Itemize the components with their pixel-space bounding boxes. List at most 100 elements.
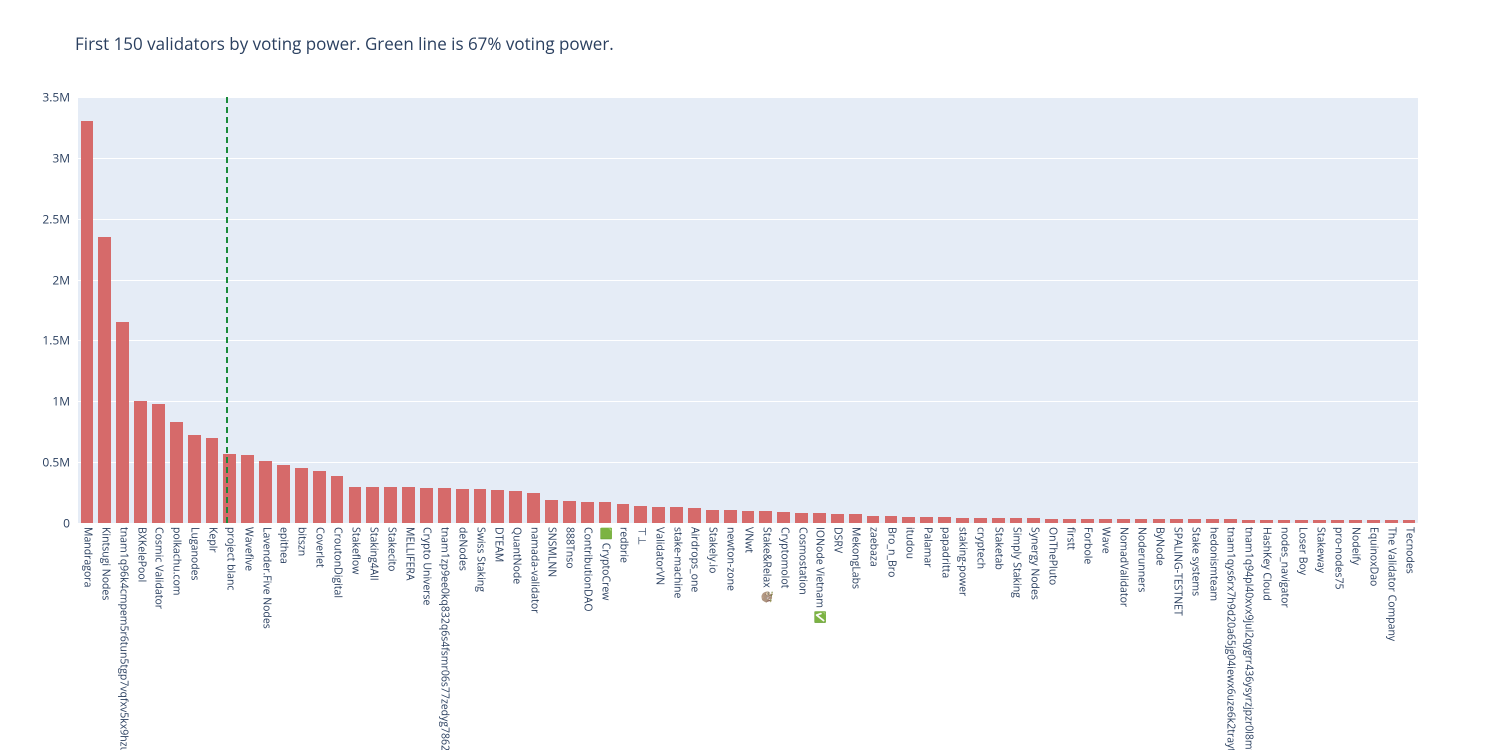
bar[interactable]: [259, 461, 272, 523]
y-tick-label: 3.5M: [42, 89, 70, 106]
x-tick-label: papadritta: [939, 527, 950, 578]
bar[interactable]: [688, 508, 701, 523]
bar[interactable]: [759, 511, 772, 523]
bar[interactable]: [581, 502, 594, 523]
bar[interactable]: [634, 506, 647, 523]
bar[interactable]: [366, 487, 379, 524]
bar[interactable]: [724, 510, 737, 523]
x-tick-label: SNSMLNN: [546, 527, 557, 577]
x-tick-label: cryptech: [975, 527, 986, 569]
bar[interactable]: [545, 500, 558, 523]
bar[interactable]: [277, 465, 290, 523]
x-tick-label: EquinoxDao: [1368, 527, 1379, 586]
gridline: [78, 158, 1418, 159]
x-tick-label: Loser Boy: [1297, 527, 1308, 575]
bar[interactable]: [474, 489, 487, 523]
x-tick-label: Stakeflow: [350, 527, 361, 574]
x-tick-label: Cryptomolot: [778, 527, 789, 588]
x-tick-label: MekongLabs: [850, 527, 861, 589]
bar[interactable]: [81, 121, 94, 523]
bar[interactable]: [98, 237, 111, 523]
x-tick-label: Palamar: [921, 527, 932, 567]
bar[interactable]: [563, 501, 576, 523]
x-tick-label: Stakeway: [1314, 527, 1325, 573]
bar[interactable]: [170, 422, 183, 523]
x-tick-label: redbrie: [618, 527, 629, 563]
bar[interactable]: [777, 512, 790, 523]
x-tick-label: hedonismteam: [1207, 527, 1218, 601]
x-tick-label: IONode Vietnam ✅: [814, 527, 825, 624]
bar[interactable]: [313, 471, 326, 523]
bar[interactable]: [420, 488, 433, 523]
bar[interactable]: [438, 488, 451, 523]
bar[interactable]: [188, 435, 201, 523]
y-tick-label: 1.5M: [42, 332, 70, 349]
y-tick-label: 2.5M: [42, 210, 70, 227]
bar[interactable]: [402, 487, 415, 524]
bar[interactable]: [706, 510, 719, 523]
x-tick-label: Cosmic Validator: [153, 527, 164, 609]
bar[interactable]: [670, 507, 683, 523]
x-tick-label: ByNode: [1154, 527, 1165, 566]
x-tick-label: The Validator Company: [1386, 527, 1397, 641]
bar[interactable]: [742, 511, 755, 523]
x-tick-label: Kintsugi Nodes: [100, 527, 111, 600]
x-tick-label: epithea: [278, 527, 289, 564]
x-tick-label: Luganodes: [189, 527, 200, 581]
bar[interactable]: [331, 476, 344, 523]
bar[interactable]: [831, 514, 844, 523]
gridline: [78, 340, 1418, 341]
bar[interactable]: [116, 322, 129, 523]
bar[interactable]: [617, 504, 630, 523]
bar[interactable]: [527, 493, 540, 523]
y-tick-label: 0: [63, 515, 70, 532]
x-tick-label: Simply Staking: [1011, 527, 1022, 598]
bar[interactable]: [456, 489, 469, 523]
x-tick-label: pro-nodes75: [1332, 527, 1343, 590]
x-tick-label: Swiss Staking: [475, 527, 486, 592]
chart-title: First 150 validators by voting power. Gr…: [75, 32, 614, 55]
x-tick-label: Staking4All: [368, 527, 379, 581]
gridline: [78, 401, 1418, 402]
chart-root: First 150 validators by voting power. Gr…: [0, 0, 1500, 750]
x-tick-label: nodes_navigator: [1279, 527, 1290, 608]
x-tick-label: Nodeify: [1350, 527, 1361, 565]
y-tick-label: 3M: [52, 149, 70, 166]
x-tick-label: Synergy Nodes: [1029, 527, 1040, 600]
bar[interactable]: [849, 514, 862, 523]
bar[interactable]: [813, 513, 826, 523]
gridline: [78, 97, 1418, 98]
bar[interactable]: [599, 502, 612, 523]
bar[interactable]: [349, 487, 362, 524]
x-tick-label: CroutonDigital: [332, 527, 343, 598]
x-tick-label: SPALING-TESTNET: [1172, 527, 1183, 616]
threshold-line: [226, 97, 228, 523]
bar[interactable]: [384, 487, 397, 524]
y-tick-label: 1M: [52, 393, 70, 410]
x-tick-label: NomadValidator: [1118, 527, 1129, 607]
bar[interactable]: [509, 491, 522, 523]
bar[interactable]: [295, 468, 308, 523]
y-tick-label: 0.5M: [42, 454, 70, 471]
bar[interactable]: [134, 401, 147, 523]
bar[interactable]: [652, 507, 665, 523]
x-tick-label: stake-machine: [671, 527, 682, 598]
y-axis-ticks: 00.5M1M1.5M2M2.5M3M3.5M: [0, 97, 74, 523]
x-tick-label: 888Tnso: [564, 527, 575, 569]
x-tick-label: Staketab: [993, 527, 1004, 570]
bar[interactable]: [241, 455, 254, 523]
x-tick-label: itudou: [904, 527, 915, 559]
x-tick-label: BXKelePool: [135, 527, 146, 582]
bar[interactable]: [491, 490, 504, 523]
bar[interactable]: [885, 516, 898, 523]
x-tick-label: MELLIFERA: [403, 527, 414, 581]
x-tick-label: Crypto Universe: [421, 527, 432, 605]
x-tick-label: firstt: [1064, 527, 1075, 550]
x-tick-label: Keplr: [207, 527, 218, 553]
bar[interactable]: [867, 516, 880, 523]
x-tick-label: Forbole: [1082, 527, 1093, 564]
bar[interactable]: [152, 404, 165, 523]
bar[interactable]: [206, 438, 219, 523]
x-tick-label: Airdrops_one: [689, 527, 700, 592]
bar[interactable]: [795, 513, 808, 523]
